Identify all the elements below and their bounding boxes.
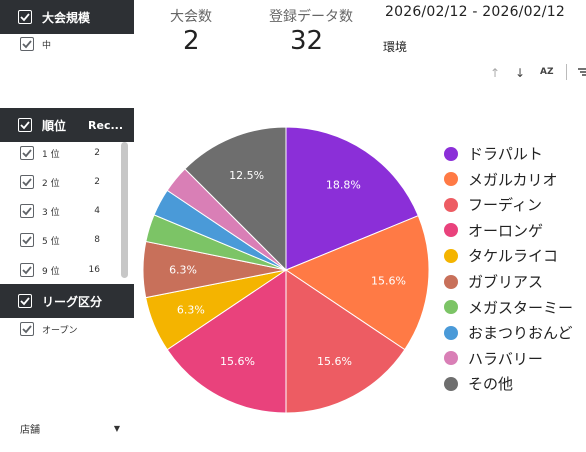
legend-label: フーディン [468,196,542,215]
option-label: オープン [42,325,78,336]
slice-data-label: 15.6% [317,355,352,368]
kpi-value-tournaments: 2 [183,26,200,56]
legend-label: おまつりおんど [468,324,573,343]
legend-label: タケルライコ [468,247,559,266]
legend-label: ドラパルト [468,145,543,163]
checkbox-icon[interactable] [20,204,34,218]
rank-row[interactable]: 5 位 8 [20,233,100,247]
pie-slice[interactable] [142,240,287,299]
legend-item[interactable]: ハラバリー [444,348,543,369]
legend-swatch [444,223,458,238]
legend-swatch [444,172,458,187]
pie-slice[interactable] [145,269,287,351]
rank-label: 3 位 [42,207,60,218]
store-dropdown[interactable]: 店舗 ▼ [20,421,120,436]
legend-swatch [444,197,458,212]
legend-swatch [444,376,458,391]
legend-item[interactable]: その他 [444,373,513,394]
slice-data-label: 6.3% [177,303,205,316]
legend-swatch [444,248,458,263]
pie-slice[interactable] [145,214,287,271]
dropdown-label: 店舗 [20,425,40,436]
legend-label: メガスターミー [468,298,574,317]
rank-count: 2 [94,177,100,187]
legend-swatch [444,300,458,315]
legend-item[interactable]: メガルカリオ [444,169,558,190]
pie-slice[interactable] [285,126,419,271]
legend-label: ハラバリー [468,349,543,368]
kpi-value-records: 32 [290,26,324,56]
pie-slice[interactable] [166,168,287,271]
rank-count: 4 [94,206,100,216]
sort-descending-icon[interactable]: ↓ [515,66,526,80]
kpi-label-records: 登録データ数 [269,9,353,25]
environment-label: 環境 [383,40,408,54]
pie-slice[interactable] [285,269,406,414]
kpi-label-tournaments: 大会数 [170,9,212,25]
pie-slice[interactable] [284,215,430,351]
filter-option-medium[interactable]: 中 [20,37,51,51]
legend-label: その他 [468,375,514,394]
filter-title: 順位 [42,118,67,133]
filter-title: 大会規模 [42,10,91,25]
sort-az-icon[interactable]: AZ [540,67,554,77]
slice-data-label: 18.8% [326,178,361,191]
rank-row[interactable]: 9 位 16 [20,263,100,277]
checkbox-icon[interactable] [20,175,34,189]
checkbox-icon[interactable] [20,233,34,247]
legend-item[interactable]: タケルライコ [444,245,558,266]
checkbox-icon[interactable] [18,294,32,308]
legend-swatch [444,274,458,289]
rank-count: 8 [94,235,100,245]
dropdown-arrow-icon: ▼ [113,424,120,433]
legend-item[interactable]: ドラパルト [444,143,543,164]
filter-menu-icon[interactable] [576,66,586,78]
checkbox-icon[interactable] [20,322,34,336]
checkbox-icon[interactable] [20,146,34,160]
rank-row[interactable]: 1 位 2 [20,146,100,160]
filter-header-tournament-size[interactable]: 大会規模 [0,0,134,34]
slice-data-label: 15.6% [220,355,255,368]
filter-header-rank[interactable]: 順位 Rec... [0,108,134,142]
legend-item[interactable]: フーディン [444,194,542,215]
date-range-picker[interactable]: 2026/02/12 - 2026/02/12 [385,4,565,20]
rank-label: 1 位 [42,149,60,160]
pie-slice[interactable] [184,126,287,272]
legend-label: ガブリアス [468,273,544,291]
pie-slice[interactable] [166,269,287,414]
rank-label: 9 位 [42,266,60,277]
toolbar-divider [566,64,567,80]
filter-option-open[interactable]: オープン [20,322,77,336]
legend-swatch [444,351,458,366]
column-header-records[interactable]: Rec... [88,118,124,132]
pie-slice[interactable] [153,189,287,271]
legend-swatch [444,325,458,340]
filter-title: リーグ区分 [42,294,103,309]
rank-label: 2 位 [42,178,60,189]
checkbox-icon[interactable] [20,263,34,277]
rank-count: 16 [88,265,100,275]
legend-swatch [444,146,458,161]
slice-data-label: 6.3% [169,264,197,277]
legend-label: オーロンゲ [468,221,544,240]
slice-data-label: 15.6% [371,274,406,287]
legend-item[interactable]: ガブリアス [444,271,543,292]
filter-header-league[interactable]: リーグ区分 [0,284,134,318]
legend-label: メガルカリオ [468,170,558,189]
rank-list-scrollbar[interactable] [121,142,128,278]
checkbox-icon[interactable] [20,37,34,51]
checkbox-icon[interactable] [18,118,32,132]
rank-count: 2 [94,148,100,158]
rank-label: 5 位 [42,236,60,247]
checkbox-icon[interactable] [18,10,32,24]
rank-row[interactable]: 3 位 4 [20,204,100,218]
legend-item[interactable]: おまつりおんど [444,322,573,343]
rank-row[interactable]: 2 位 2 [20,175,100,189]
option-label: 中 [42,40,52,51]
legend-item[interactable]: オーロンゲ [444,220,543,241]
slice-data-label: 12.5% [229,169,264,182]
sort-ascending-icon[interactable]: ↑ [490,66,501,80]
legend-item[interactable]: メガスターミー [444,297,573,318]
